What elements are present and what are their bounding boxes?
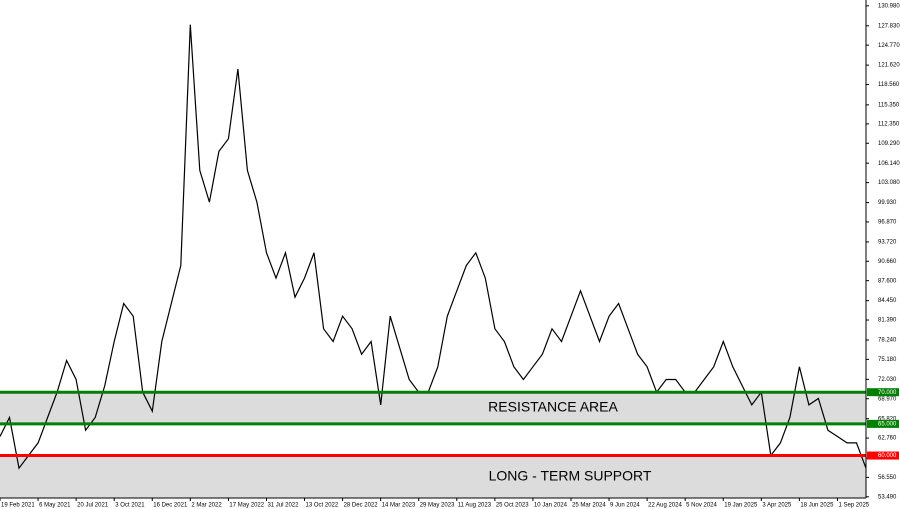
y-tick-label: 96.870	[878, 220, 897, 226]
x-tick-label: 3 Apr 2025	[762, 503, 792, 509]
annotation: RESISTANCE AREA	[488, 399, 618, 415]
x-tick-label: 10 Jan 2024	[534, 503, 568, 509]
y-tick-label: 115.350	[878, 102, 900, 108]
y-tick-label: 72.030	[878, 377, 897, 383]
y-tick-label: 103.080	[878, 180, 900, 186]
x-tick-label: 3 Oct 2021	[115, 503, 145, 509]
y-tick-label: 81.390	[878, 318, 897, 324]
y-tick-label: 90.660	[878, 259, 897, 265]
y-tick-label: 118.560	[878, 82, 900, 88]
x-tick-label: 6 May 2021	[39, 503, 71, 509]
y-tick-label: 124.770	[878, 43, 900, 49]
x-tick-label: 18 Jun 2025	[800, 503, 834, 509]
x-tick-label: 5 Nov 2024	[686, 503, 717, 509]
y-tick-label: 99.930	[878, 200, 897, 206]
y-tick-label: 75.180	[878, 357, 897, 363]
x-tick-label: 22 Aug 2024	[648, 503, 682, 509]
level-label: 70.000	[878, 390, 897, 396]
y-tick-label: 130.980	[878, 3, 900, 9]
level-label-box	[867, 451, 899, 460]
x-tick-label: 28 Dec 2022	[344, 503, 379, 509]
y-tick-label: 62.760	[878, 436, 897, 442]
y-tick-label: 65.820	[878, 416, 897, 422]
y-tick-label: 106.140	[878, 161, 900, 167]
x-tick-label: 29 May 2023	[420, 503, 455, 509]
level-label: 65.000	[878, 421, 897, 427]
x-tick-label: 17 May 2022	[229, 503, 264, 509]
x-tick-label: 2 Mar 2022	[191, 503, 222, 509]
x-tick-label: 19 Jan 2025	[724, 503, 758, 509]
x-tick-label: 11 Aug 2023	[458, 503, 492, 509]
level-label-box	[867, 388, 899, 397]
y-tick-label: 53.490	[878, 494, 897, 500]
x-tick-label: 31 Jul 2022	[267, 503, 299, 509]
x-tick-label: 13 Oct 2022	[306, 503, 339, 509]
y-tick-label: 109.290	[878, 141, 900, 147]
x-tick-label: 1 Sep 2025	[838, 503, 869, 509]
x-tick-label: 19 Feb 2021	[1, 503, 35, 509]
y-tick-label: 84.450	[878, 298, 897, 304]
y-tick-label: 112.350	[878, 121, 900, 127]
y-tick-label: 87.600	[878, 278, 897, 284]
price-line	[0, 24, 867, 470]
y-tick-label: 78.240	[878, 338, 897, 344]
x-tick-label: 25 Oct 2023	[496, 503, 529, 509]
x-tick-label: 25 Mar 2024	[572, 503, 606, 509]
level-label: 60.000	[878, 453, 897, 459]
x-tick-label: 20 Jul 2021	[77, 503, 109, 509]
y-tick-label: 121.620	[878, 63, 900, 69]
y-tick-label: 127.830	[878, 23, 900, 29]
annotation: LONG - TERM SUPPORT	[489, 467, 652, 483]
x-tick-label: 14 Mar 2023	[382, 503, 416, 509]
y-tick-label: 93.720	[878, 239, 897, 245]
resistance-zone	[0, 392, 866, 424]
support-zone	[0, 455, 866, 498]
x-tick-label: 16 Dec 2021	[153, 503, 188, 509]
level-label-box	[867, 419, 899, 428]
x-tick-label: 9 Jun 2024	[610, 503, 640, 509]
y-tick-label: 56.550	[878, 475, 897, 481]
y-tick-label: 68.970	[878, 396, 897, 402]
